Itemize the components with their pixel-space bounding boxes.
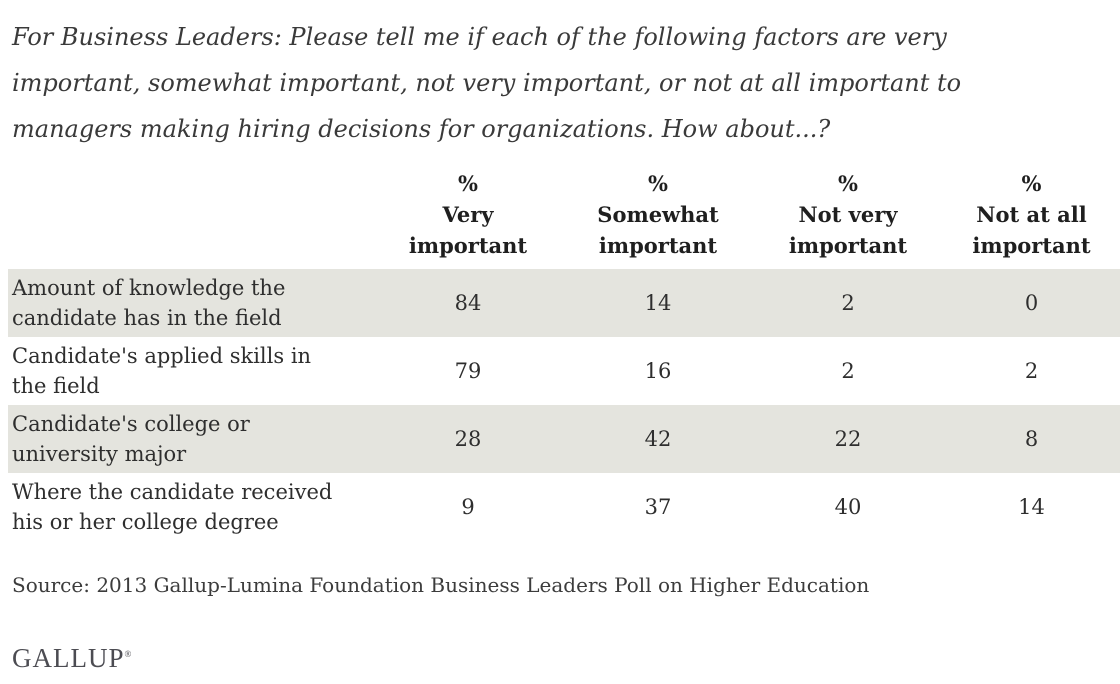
percent-symbol: % [838,171,858,196]
question-line-2: important, somewhat important, not very … [12,69,962,97]
percent-symbol: % [1021,171,1042,196]
column-header-very-important: % Very important [373,168,563,261]
table-header-row: % Very important % Somewhat important % … [8,168,1120,269]
column-header-not-very-important: % Not very important [753,168,943,261]
question-line-1: For Business Leaders: Please tell me if … [12,23,947,51]
row-label: Where the candidate received his or her … [12,480,333,534]
value-cell: 28 [454,427,482,451]
row-label: Amount of knowledge the candidate has in… [12,276,286,330]
source-note: Source: 2013 Gallup-Lumina Foundation Bu… [12,573,870,597]
registered-trademark-mark: ® [124,649,132,659]
table-row-knowledge: Amount of knowledge the candidate has in… [8,269,1120,337]
question-title: For Business Leaders: Please tell me if … [0,0,1120,152]
column-header-somewhat-important: % Somewhat important [563,168,753,261]
row-label: Candidate's college or university major [12,412,250,466]
value-cell: 16 [644,359,672,383]
value-cell: 37 [644,495,672,519]
value-cell: 40 [834,495,862,519]
gallup-wordmark: GALLUP [12,643,125,673]
table-row-degree-origin: Where the candidate received his or her … [8,473,1120,541]
gallup-logo: GALLUP® [12,643,131,674]
row-label: Candidate's applied skills in the field [12,344,312,398]
value-cell: 14 [1018,495,1045,519]
value-cell: 22 [834,427,862,451]
value-cell: 2 [841,291,855,315]
value-cell: 0 [1024,291,1039,315]
question-line-3: managers making hiring decisions for org… [12,115,831,143]
percent-symbol: % [458,171,478,196]
poll-table: % Very important % Somewhat important % … [8,168,1120,541]
value-cell: 2 [841,359,855,383]
table-row-applied-skills: Candidate's applied skills in the field … [8,337,1120,405]
value-cell: 2 [1024,359,1039,383]
table-row-college-major: Candidate's college or university major … [8,405,1120,473]
percent-symbol: % [648,171,668,196]
value-cell: 9 [461,495,475,519]
value-cell: 8 [1024,427,1039,451]
value-cell: 42 [644,427,672,451]
column-header-not-at-all-important: % Not at all important [943,168,1120,261]
value-cell: 14 [644,291,672,315]
value-cell: 84 [454,291,482,315]
value-cell: 79 [454,359,482,383]
